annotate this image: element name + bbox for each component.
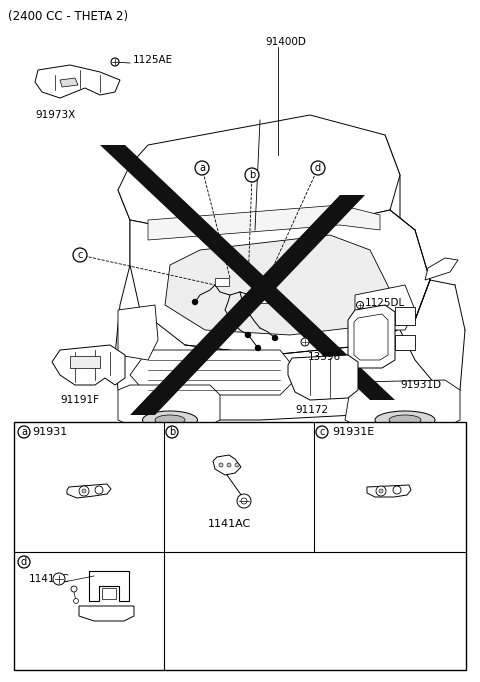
Circle shape	[82, 489, 86, 493]
Polygon shape	[165, 235, 390, 335]
Text: 91931E: 91931E	[332, 427, 374, 437]
Circle shape	[219, 463, 223, 467]
Text: 91400D: 91400D	[265, 37, 306, 47]
Circle shape	[245, 333, 251, 338]
Bar	[261, 297, 269, 303]
Circle shape	[53, 573, 65, 585]
Circle shape	[71, 586, 77, 592]
Polygon shape	[118, 305, 158, 360]
Polygon shape	[52, 345, 125, 385]
Circle shape	[273, 336, 277, 340]
Text: 1141AC: 1141AC	[207, 519, 251, 529]
Text: 91931D: 91931D	[400, 380, 441, 390]
Bar	[102, 588, 116, 599]
Circle shape	[73, 248, 87, 262]
Text: 91931: 91931	[32, 427, 67, 437]
Circle shape	[357, 301, 363, 308]
Polygon shape	[118, 115, 400, 230]
Bar	[395, 307, 415, 325]
Text: d: d	[21, 557, 27, 567]
Circle shape	[166, 426, 178, 438]
Text: c: c	[319, 427, 324, 437]
Polygon shape	[355, 285, 415, 330]
Circle shape	[235, 463, 239, 467]
Text: a: a	[199, 163, 205, 173]
Polygon shape	[425, 258, 458, 280]
Text: 13396: 13396	[308, 352, 341, 362]
Ellipse shape	[155, 415, 185, 425]
Circle shape	[192, 299, 197, 304]
Circle shape	[245, 168, 259, 182]
Circle shape	[18, 426, 30, 438]
Text: 1125AE: 1125AE	[133, 55, 173, 65]
Polygon shape	[367, 485, 411, 497]
Polygon shape	[213, 455, 241, 475]
Text: b: b	[169, 427, 175, 437]
Circle shape	[255, 346, 261, 351]
Text: 91973X: 91973X	[35, 110, 75, 120]
Polygon shape	[118, 385, 220, 430]
Circle shape	[393, 486, 401, 494]
Polygon shape	[67, 484, 111, 498]
Circle shape	[95, 486, 103, 494]
Polygon shape	[35, 65, 120, 98]
Polygon shape	[148, 205, 380, 240]
Circle shape	[227, 463, 231, 467]
Bar	[215, 278, 229, 286]
Polygon shape	[115, 135, 440, 420]
Text: c: c	[77, 250, 83, 260]
Circle shape	[311, 161, 325, 175]
Circle shape	[79, 486, 89, 496]
Polygon shape	[79, 606, 134, 621]
Text: (2400 CC - THETA 2): (2400 CC - THETA 2)	[8, 10, 128, 23]
Polygon shape	[100, 145, 395, 400]
Text: 91191F: 91191F	[60, 395, 99, 405]
Polygon shape	[130, 350, 300, 395]
Bar	[70, 356, 100, 368]
Bar	[14, 422, 466, 670]
Polygon shape	[345, 380, 460, 432]
Circle shape	[237, 494, 251, 508]
Ellipse shape	[143, 411, 197, 429]
Text: d: d	[315, 163, 321, 173]
Circle shape	[241, 498, 247, 504]
Circle shape	[73, 599, 79, 604]
Text: a: a	[21, 427, 27, 437]
Circle shape	[18, 556, 30, 568]
Bar	[249, 276, 261, 284]
Text: 1125DL: 1125DL	[365, 298, 405, 308]
Circle shape	[111, 58, 119, 66]
Circle shape	[228, 316, 232, 321]
Ellipse shape	[375, 411, 435, 429]
Polygon shape	[354, 314, 388, 360]
Polygon shape	[348, 305, 395, 368]
Circle shape	[301, 338, 309, 346]
Polygon shape	[130, 210, 430, 355]
Text: b: b	[249, 170, 255, 180]
Polygon shape	[288, 355, 358, 400]
Polygon shape	[60, 78, 78, 87]
Text: 1141AC: 1141AC	[29, 574, 70, 584]
Polygon shape	[130, 195, 365, 415]
Bar	[395, 335, 415, 350]
Circle shape	[316, 426, 328, 438]
Circle shape	[379, 489, 383, 493]
Circle shape	[273, 271, 277, 276]
Circle shape	[376, 486, 386, 496]
Ellipse shape	[389, 415, 421, 425]
Circle shape	[195, 161, 209, 175]
Text: 91172: 91172	[295, 405, 328, 415]
Polygon shape	[89, 571, 129, 601]
